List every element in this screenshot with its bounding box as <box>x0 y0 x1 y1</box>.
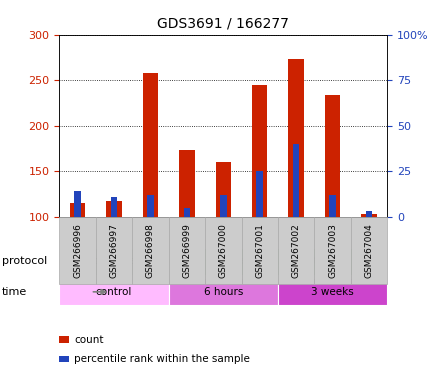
Text: olive oil consumption: olive oil consumption <box>222 256 334 266</box>
Bar <box>366 212 372 217</box>
Text: GSM266998: GSM266998 <box>146 223 155 278</box>
Bar <box>59 278 169 305</box>
Bar <box>183 208 190 217</box>
Text: time: time <box>2 287 27 297</box>
Bar <box>59 248 169 275</box>
Bar <box>329 195 336 217</box>
Bar <box>220 195 227 217</box>
Bar <box>216 162 231 217</box>
Bar <box>169 248 387 275</box>
Bar <box>74 192 81 217</box>
Text: baseline: baseline <box>92 256 136 266</box>
Bar <box>111 197 117 217</box>
Text: GSM267001: GSM267001 <box>255 223 264 278</box>
Bar <box>70 203 85 217</box>
Bar <box>179 151 194 217</box>
Text: percentile rank within the sample: percentile rank within the sample <box>74 354 250 364</box>
Text: 3 weeks: 3 weeks <box>311 287 354 297</box>
Bar <box>252 85 268 217</box>
Bar <box>361 214 377 217</box>
Text: GSM266996: GSM266996 <box>73 223 82 278</box>
Bar <box>278 278 387 305</box>
Bar <box>147 195 154 217</box>
Text: GSM266997: GSM266997 <box>110 223 118 278</box>
Bar <box>169 278 278 305</box>
Text: 6 hours: 6 hours <box>204 287 243 297</box>
Text: protocol: protocol <box>2 256 48 266</box>
Text: GSM267003: GSM267003 <box>328 223 337 278</box>
Bar <box>106 200 122 217</box>
Text: GSM267000: GSM267000 <box>219 223 228 278</box>
Bar <box>143 73 158 217</box>
Bar <box>293 144 300 217</box>
Bar <box>257 171 263 217</box>
Title: GDS3691 / 166277: GDS3691 / 166277 <box>158 17 289 31</box>
Text: control: control <box>96 287 132 297</box>
Text: count: count <box>74 335 104 345</box>
Text: GSM267004: GSM267004 <box>364 223 374 278</box>
Bar <box>325 95 340 217</box>
Bar <box>289 59 304 217</box>
Text: GSM266999: GSM266999 <box>182 223 191 278</box>
Text: GSM267002: GSM267002 <box>292 223 301 278</box>
